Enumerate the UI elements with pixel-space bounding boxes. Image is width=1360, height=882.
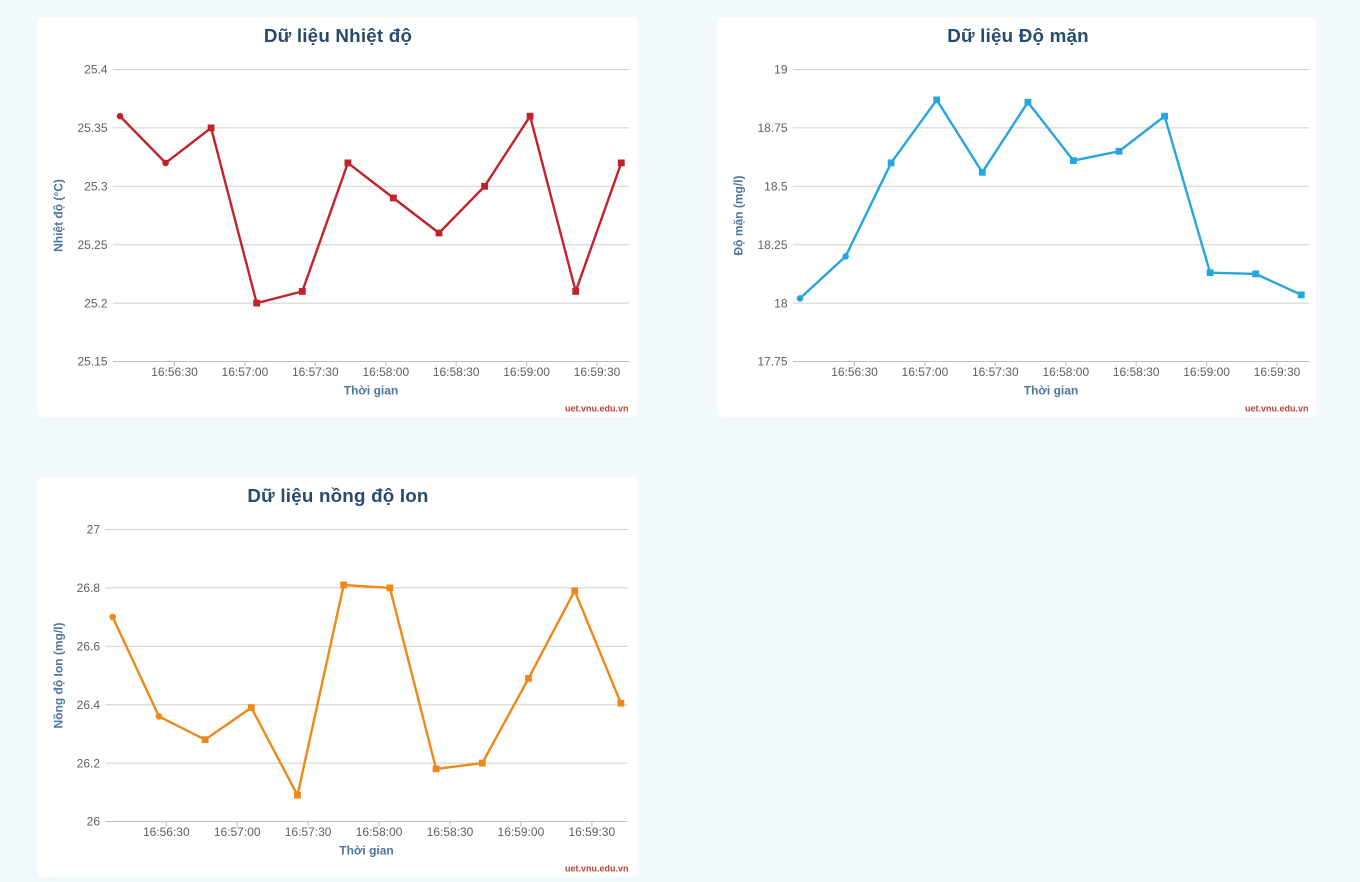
svg-text:16:59:00: 16:59:00 bbox=[1183, 365, 1230, 379]
svg-text:25.3: 25.3 bbox=[84, 180, 108, 194]
svg-text:26.6: 26.6 bbox=[77, 640, 101, 654]
svg-text:16:56:30: 16:56:30 bbox=[143, 825, 190, 839]
svg-text:27: 27 bbox=[87, 523, 101, 537]
svg-text:26: 26 bbox=[87, 815, 101, 829]
svg-text:Thời gian: Thời gian bbox=[339, 844, 394, 858]
svg-text:16:59:00: 16:59:00 bbox=[503, 365, 550, 379]
svg-text:16:58:30: 16:58:30 bbox=[1113, 365, 1160, 379]
svg-text:16:59:00: 16:59:00 bbox=[498, 825, 545, 839]
svg-text:16:58:30: 16:58:30 bbox=[427, 825, 474, 839]
svg-text:16:57:00: 16:57:00 bbox=[902, 365, 949, 379]
svg-text:Nồng độ Ion (mg/l): Nồng độ Ion (mg/l) bbox=[52, 623, 66, 729]
svg-text:Thời gian: Thời gian bbox=[344, 384, 399, 398]
svg-text:25.4: 25.4 bbox=[84, 63, 108, 77]
svg-text:Dữ liệu Độ mặn: Dữ liệu Độ mặn bbox=[947, 25, 1089, 46]
svg-text:16:59:30: 16:59:30 bbox=[568, 825, 615, 839]
svg-text:26.8: 26.8 bbox=[77, 581, 101, 595]
svg-text:uet.vnu.edu.vn: uet.vnu.edu.vn bbox=[565, 404, 629, 414]
svg-text:25.35: 25.35 bbox=[77, 121, 107, 135]
svg-text:18: 18 bbox=[774, 296, 788, 310]
svg-text:18.25: 18.25 bbox=[757, 238, 787, 252]
svg-text:Độ mặn (mg/l): Độ mặn (mg/l) bbox=[732, 175, 746, 255]
svg-text:16:58:00: 16:58:00 bbox=[356, 825, 403, 839]
svg-text:16:56:30: 16:56:30 bbox=[831, 365, 878, 379]
svg-text:16:57:30: 16:57:30 bbox=[972, 365, 1019, 379]
svg-text:16:58:00: 16:58:00 bbox=[362, 365, 409, 379]
svg-text:19: 19 bbox=[774, 63, 788, 77]
svg-text:26.4: 26.4 bbox=[77, 698, 101, 712]
svg-text:Nhiệt độ (°C): Nhiệt độ (°C) bbox=[52, 179, 66, 252]
svg-text:uet.vnu.edu.vn: uet.vnu.edu.vn bbox=[1245, 404, 1309, 414]
svg-text:16:59:30: 16:59:30 bbox=[574, 365, 621, 379]
svg-text:26.2: 26.2 bbox=[77, 756, 101, 770]
svg-text:16:57:30: 16:57:30 bbox=[285, 825, 332, 839]
svg-text:uet.vnu.edu.vn: uet.vnu.edu.vn bbox=[565, 864, 629, 874]
svg-text:16:57:00: 16:57:00 bbox=[222, 365, 269, 379]
svg-text:16:58:00: 16:58:00 bbox=[1042, 365, 1089, 379]
svg-text:16:57:00: 16:57:00 bbox=[214, 825, 261, 839]
svg-text:25.2: 25.2 bbox=[84, 296, 108, 310]
svg-text:17.75: 17.75 bbox=[757, 355, 787, 369]
svg-text:25.15: 25.15 bbox=[77, 355, 107, 369]
svg-text:Dữ liệu nồng độ Ion: Dữ liệu nồng độ Ion bbox=[247, 485, 428, 506]
svg-text:16:59:30: 16:59:30 bbox=[1254, 365, 1301, 379]
svg-text:18.75: 18.75 bbox=[757, 121, 787, 135]
svg-text:Dữ liệu Nhiệt độ: Dữ liệu Nhiệt độ bbox=[264, 25, 412, 46]
svg-text:16:57:30: 16:57:30 bbox=[292, 365, 339, 379]
svg-text:25.25: 25.25 bbox=[77, 238, 107, 252]
svg-text:16:56:30: 16:56:30 bbox=[151, 365, 198, 379]
svg-text:Thời gian: Thời gian bbox=[1024, 384, 1079, 398]
svg-text:16:58:30: 16:58:30 bbox=[433, 365, 480, 379]
svg-text:18.5: 18.5 bbox=[764, 180, 788, 194]
